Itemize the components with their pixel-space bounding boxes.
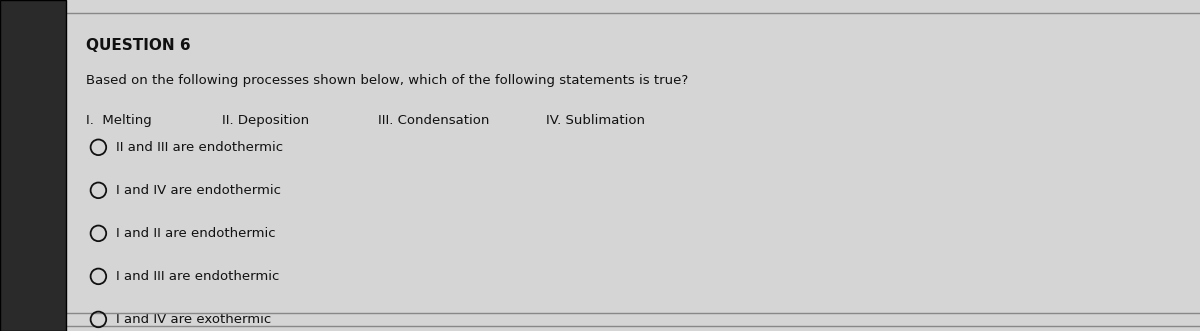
Text: QUESTION 6: QUESTION 6 bbox=[86, 38, 191, 53]
Text: II and III are endothermic: II and III are endothermic bbox=[116, 141, 283, 154]
Text: I and III are endothermic: I and III are endothermic bbox=[116, 270, 280, 283]
Text: I.  Melting: I. Melting bbox=[86, 114, 152, 127]
Text: I and IV are endothermic: I and IV are endothermic bbox=[116, 184, 281, 197]
Text: IV. Sublimation: IV. Sublimation bbox=[546, 114, 646, 127]
Text: II. Deposition: II. Deposition bbox=[222, 114, 310, 127]
Text: Based on the following processes shown below, which of the following statements : Based on the following processes shown b… bbox=[86, 74, 689, 87]
Text: III. Condensation: III. Condensation bbox=[378, 114, 490, 127]
Text: I and II are endothermic: I and II are endothermic bbox=[116, 227, 276, 240]
Text: I and IV are exothermic: I and IV are exothermic bbox=[116, 313, 271, 326]
